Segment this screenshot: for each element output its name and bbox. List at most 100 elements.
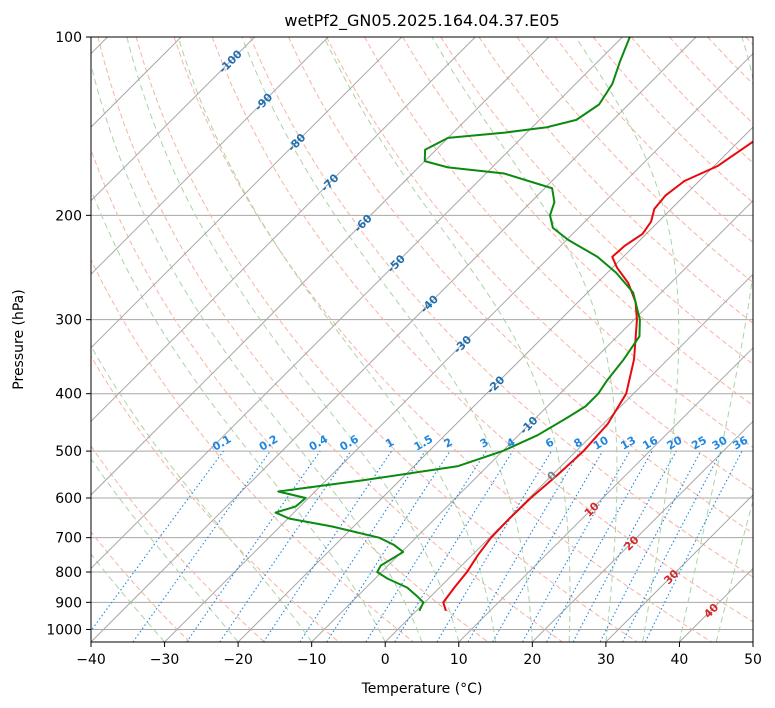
mixing-ratio-line [644,450,743,642]
mixing-ratio-line [546,450,653,642]
dry-adiabat [91,148,489,642]
x-tick-label: −20 [223,652,253,668]
dewpoint-line [274,37,641,612]
mixing-ratio-line [186,450,321,642]
y-tick-label: 800 [55,565,82,581]
moist-adiabat [241,37,533,642]
x-tick-label: 50 [744,652,762,668]
isotherm-line [164,52,753,642]
moist-adiabat [715,499,753,642]
moist-adiabat [177,37,497,642]
mixing-ratio-line [436,450,552,642]
dry-adiabat [135,37,638,642]
y-tick-label: 200 [55,208,82,224]
isotherm-line [91,37,623,570]
dry-adiabat [402,37,753,407]
isotherm-label: -30 [451,333,474,356]
moist-adiabat [126,37,460,642]
moist-adiabat [575,37,680,642]
isotherm-label: 40 [701,601,721,621]
mixing-ratio-label: 10 [591,433,611,452]
dry-adiabat [97,37,563,642]
isotherm-label: -40 [418,292,441,315]
isotherm-line [237,126,753,642]
dry-adiabat [249,37,753,578]
x-tick-label: 20 [523,652,541,668]
y-tick-label: 300 [55,313,82,329]
dry-adiabat [364,37,753,449]
x-tick-label: 30 [597,652,615,668]
mixing-ratio-label: 36 [730,433,750,452]
mixing-ratio-line [219,450,352,642]
mixing-ratio-label: 0.2 [257,433,280,454]
mixing-ratio-label: 25 [689,434,709,453]
x-axis-label: Temperature (°C) [361,681,483,697]
isotherm-line [91,37,697,642]
dry-adiabat [707,37,753,85]
mixing-ratio-line [263,450,392,642]
dry-adiabat [440,37,753,365]
isotherm-line [679,567,753,642]
y-tick-label: 1000 [46,622,82,638]
isotherm-line [384,273,753,642]
y-tick-label: 400 [55,387,82,403]
mixing-ratio-line [299,450,426,642]
mixing-ratio-label: 30 [710,433,730,452]
plot-frame [90,36,754,643]
mixing-ratio-label: 16 [640,433,660,452]
x-tick-label: −10 [297,652,327,668]
isotherm-line [605,494,753,642]
isotherm-line [458,347,753,642]
mixing-ratio-line [91,450,224,632]
y-tick-label: 700 [55,531,82,547]
dry-adiabat [173,37,713,642]
dry-adiabat [669,37,753,125]
isotherm-line [311,199,753,642]
y-tick-label: 500 [55,444,82,460]
dry-adiabat [91,258,414,642]
mixing-ratio-line [326,450,451,642]
mixing-ratio-label: 20 [665,433,685,452]
temperature-line [442,140,753,612]
isotherm-label: -80 [285,131,308,154]
mixing-ratio-label: 0.6 [338,432,362,453]
isotherm-line [91,37,256,202]
x-tick-label: −30 [150,652,180,668]
dry-adiabat [478,37,753,324]
mixing-ratio-label: 0.1 [210,433,233,454]
dry-adiabat [211,37,753,623]
isotherm-line [531,420,753,642]
dry-adiabat [592,37,753,204]
x-tick-label: 40 [671,652,689,668]
dry-adiabat [91,355,340,642]
isotherm-line [91,37,476,423]
y-axis-label: Pressure (hPa) [11,289,27,389]
mixing-ratio-line [572,450,677,642]
dry-adiabat [91,531,191,642]
isotherm-line [91,37,403,349]
y-tick-label: 900 [55,595,82,611]
mixing-ratio-line [599,450,702,642]
dry-adiabat [91,445,265,642]
dry-adiabat [516,37,753,284]
isotherm-line [91,37,329,275]
mixing-ratio-label: 6 [543,435,556,450]
mixing-ratio-label: 2 [442,436,455,451]
mixing-ratio-line [394,450,514,642]
y-tick-label: 100 [55,30,82,46]
mixing-ratio-line [521,450,631,642]
isotherm-label: -90 [252,90,275,113]
dry-adiabat [554,37,753,244]
mixing-ratio-label: 0.4 [307,432,331,453]
mixing-ratio-label: 1 [383,436,396,451]
isotherm-line [752,641,753,642]
dry-adiabat [745,37,753,46]
x-tick-label: −40 [76,652,106,668]
x-tick-label: 0 [381,652,390,668]
chart-title: wetPf2_GN05.2025.164.04.37.E05 [284,11,559,31]
moist-adiabat [91,62,423,642]
moist-adiabat [91,188,386,642]
moist-adiabat [91,553,165,642]
moist-adiabat [91,458,239,642]
